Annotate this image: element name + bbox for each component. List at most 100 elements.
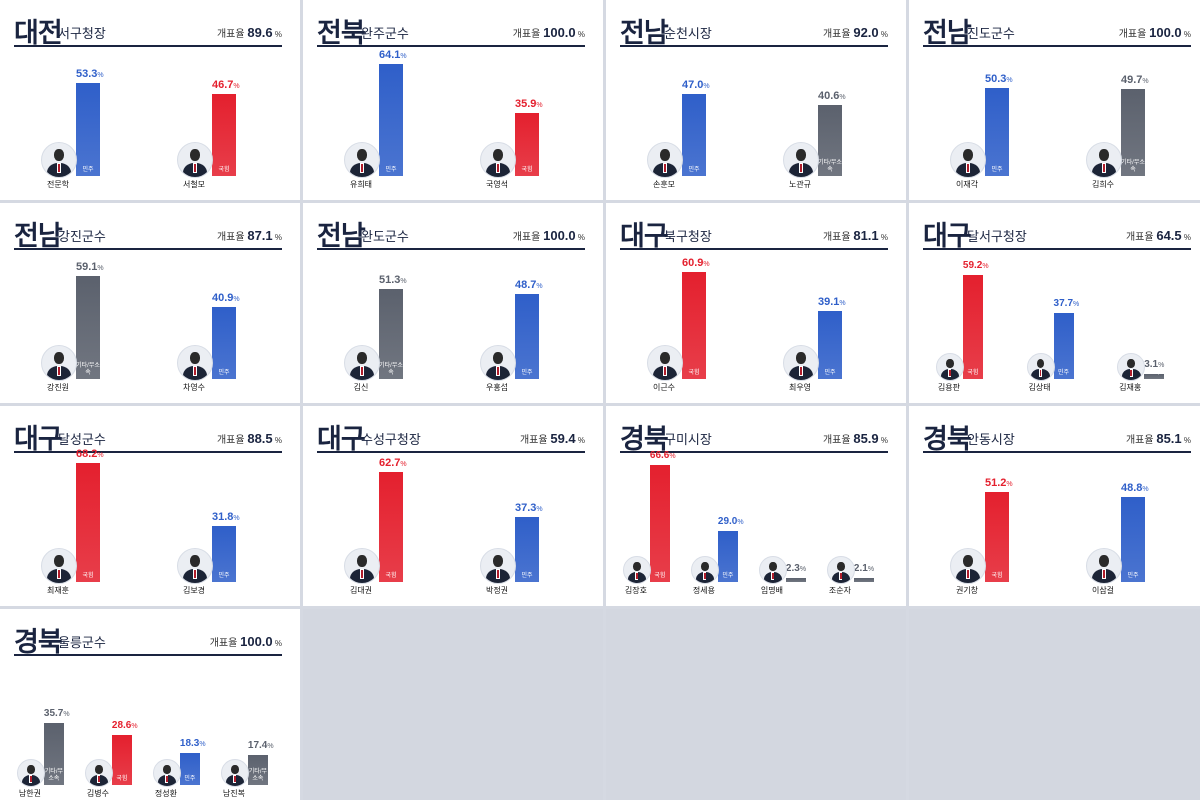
photo-hd: [53, 555, 65, 568]
party-label: 기타/무소속: [76, 362, 100, 376]
party-label: 기타/무소속: [44, 768, 64, 782]
photo-tie: [966, 164, 969, 173]
candidate-photo: [935, 353, 964, 381]
photo-hd: [1098, 555, 1110, 568]
result-panel: 전남 완도군수 개표율 100.0 % 기타/무소속 51.3% 김신 민주 48.7% 우홍섭: [303, 203, 603, 403]
district-name: 순천시장: [664, 26, 712, 41]
party-label: 민주: [521, 572, 533, 579]
photo-tie: [1039, 370, 1042, 377]
vote-share-label: 51.2%: [985, 477, 1013, 489]
bar-blue: 민주: [682, 93, 706, 176]
vote-share-label: 59.1%: [76, 261, 104, 273]
count-rate-value: 89.6: [247, 25, 273, 40]
count-rate-value: 100.0: [543, 228, 576, 243]
vote-share-value: 3.1: [1144, 358, 1159, 370]
count-rate-label: 개표율: [209, 638, 241, 649]
percent-unit: %: [799, 565, 807, 573]
count-rate: 개표율 100.0 %: [513, 25, 585, 40]
party-label: 민주: [991, 166, 1003, 173]
percent-unit: %: [703, 261, 710, 269]
vote-share-value: 48.7: [515, 278, 537, 291]
vote-share-label: 39.1%: [818, 296, 846, 308]
district-name: 수성구청장: [361, 432, 421, 447]
region-name: 대구: [14, 424, 63, 454]
photo-hd: [492, 149, 504, 162]
bar-blue: 민주: [379, 63, 403, 176]
percent-unit: %: [97, 71, 104, 79]
photo-tie: [636, 573, 638, 580]
photo-hd: [837, 561, 845, 572]
candidate-name: 전문학: [46, 180, 70, 189]
result-panel: 대전 서구청장 개표율 89.6 % 민주 53.3% 전문학 국힘 46.7% 서철모: [0, 0, 300, 200]
percent-unit: %: [1181, 436, 1191, 445]
count-rate-value: 100.0: [543, 25, 576, 40]
photo-tie: [1130, 370, 1132, 377]
candidate-name: 임명배: [760, 586, 783, 595]
count-rate: 개표율 81.1 %: [823, 228, 888, 243]
vote-share-value: 17.4: [247, 739, 268, 751]
percent-unit: %: [878, 233, 888, 242]
photo-tie: [772, 573, 774, 580]
photo-hd: [189, 149, 201, 162]
panel-header: 전남 완도군수 개표율 100.0 %: [317, 211, 585, 251]
photo-hd: [962, 149, 974, 162]
panel-header: 대구 달서구청장 개표율 64.5 %: [923, 211, 1191, 251]
bar-red: 국힘: [212, 94, 236, 176]
panel-header: 대구 북구청장 개표율 81.1 %: [620, 211, 888, 251]
candidate-photo: [480, 345, 516, 381]
candidate-photo: [783, 345, 819, 381]
vote-share-label: 3.1%: [1144, 359, 1164, 370]
bar-gray: 기타/무소속: [379, 289, 403, 379]
photo-hd: [356, 555, 368, 568]
party-label: 기타/무소속: [1145, 362, 1164, 376]
candidate-photo: [41, 142, 77, 178]
count-rate-value: 59.4: [550, 431, 576, 446]
vote-share-value: 53.3: [76, 67, 98, 80]
candidate-name: 우홍섭: [485, 383, 509, 392]
vote-share-value: 51.3: [379, 274, 401, 287]
photo-tie: [30, 776, 32, 783]
district-name: 완도군수: [361, 229, 409, 244]
bar-red: 국힘: [649, 465, 670, 582]
photo-tie: [663, 164, 666, 173]
bar-blue: 민주: [515, 516, 539, 582]
party-label: 기타/무소속: [379, 362, 403, 376]
percent-unit: %: [1006, 76, 1013, 84]
panel-header: 경북 울릉군수 개표율 100.0 %: [14, 617, 282, 657]
percent-unit: %: [982, 263, 989, 271]
candidate-photo: [41, 548, 77, 584]
vote-share-value: 64.1: [379, 48, 401, 61]
district-name: 서구청장: [58, 26, 106, 41]
party-label: 국힘: [116, 775, 128, 782]
vote-share-value: 66.6: [649, 450, 670, 462]
panel-header: 경북 구미시장 개표율 85.9 %: [620, 414, 888, 454]
region-name: 전남: [317, 221, 366, 251]
candidate-name: 남진복: [222, 789, 245, 798]
count-rate-label: 개표율: [216, 435, 248, 446]
vote-share-label: 18.3%: [180, 738, 206, 749]
vote-share-label: 68.2%: [76, 448, 104, 460]
photo-hd: [795, 352, 807, 365]
candidate-photo: [480, 548, 516, 584]
vote-share-label: 2.3%: [786, 563, 806, 574]
count-rate-value: 87.1: [247, 228, 273, 243]
vote-share-label: 62.7%: [379, 457, 407, 469]
count-rate-label: 개표율: [216, 232, 248, 243]
candidate-name: 김재홍: [1119, 383, 1142, 392]
percent-unit: %: [97, 264, 104, 272]
photo-tie: [193, 367, 196, 376]
vote-share-value: 35.7: [43, 707, 64, 719]
photo-hd: [27, 764, 35, 775]
count-rate-label: 개표율: [519, 435, 551, 446]
vote-share-label: 53.3%: [76, 68, 104, 80]
candidate-name: 김보경: [182, 586, 206, 595]
count-rate-value: 85.1: [1156, 431, 1182, 446]
count-rate-label: 개표율: [216, 29, 248, 40]
photo-hd: [945, 358, 954, 369]
photo-hd: [795, 149, 807, 162]
photo-hd: [1036, 358, 1045, 369]
count-rate: 개표율 100.0 %: [1119, 25, 1191, 40]
party-label: 국힘: [521, 166, 533, 173]
party-label: 민주: [1127, 572, 1139, 579]
result-panel: 대구 수성구청장 개표율 59.4 % 국힘 62.7% 김대권 민주 37.3% 박정권: [303, 406, 603, 606]
